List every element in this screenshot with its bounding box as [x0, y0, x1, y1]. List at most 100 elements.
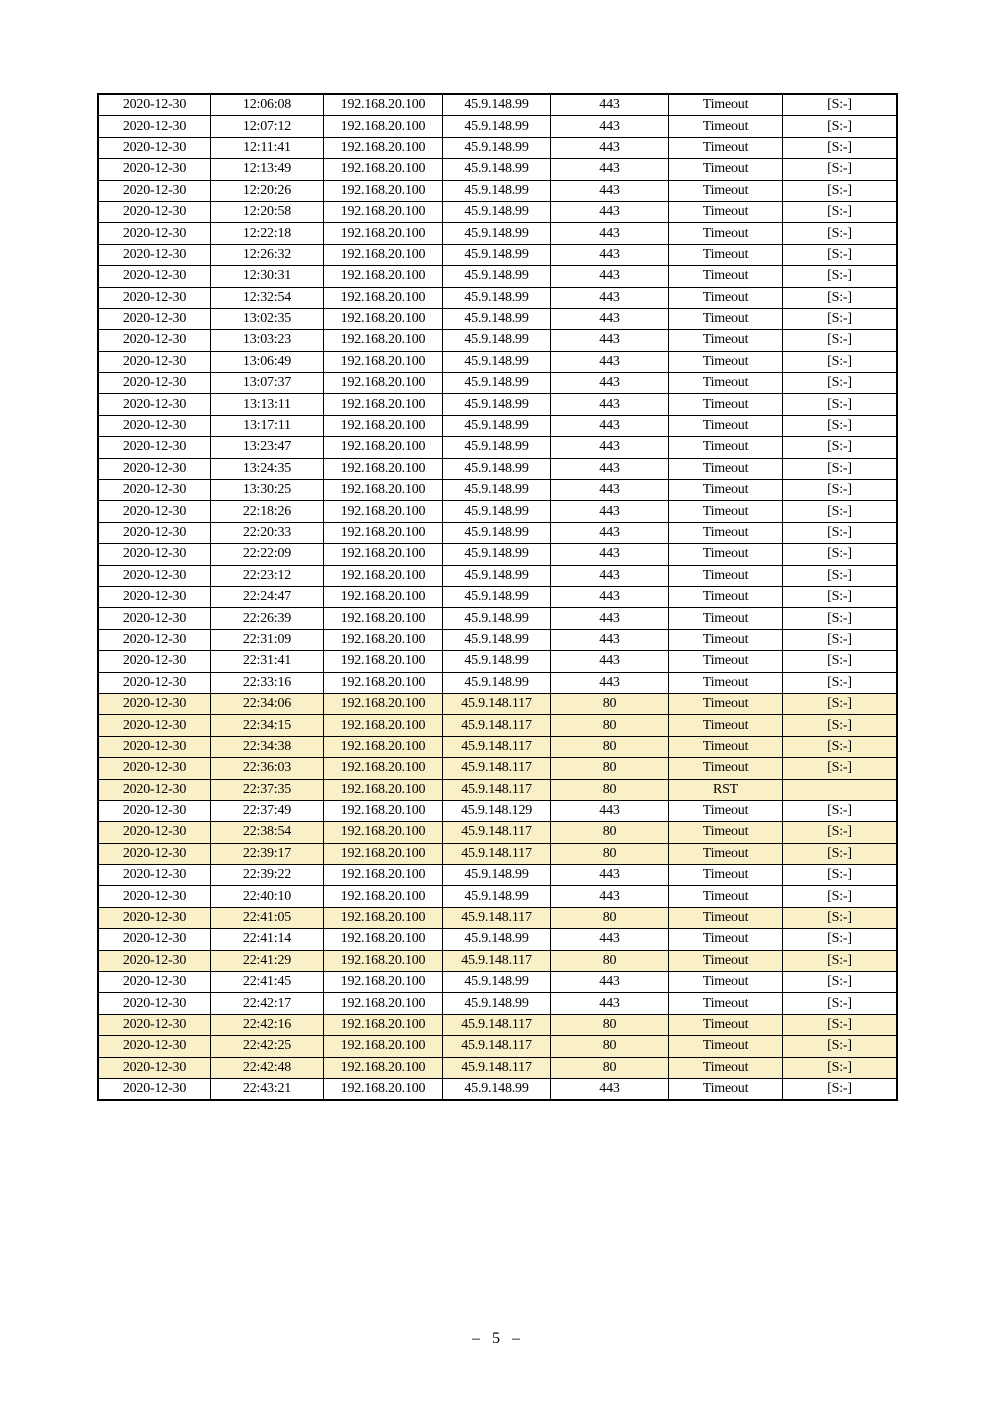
- table-row: 2020-12-30 22:34:38 192.168.20.100 45.9.148…: [97, 735, 898, 759]
- table-row: 2020-12-30 13:02:35 192.168.20.100 45.9.148…: [97, 307, 898, 331]
- cell-dest_port: 443: [550, 1077, 669, 1101]
- cell-time: 22:22:09: [210, 543, 324, 566]
- cell-dest_port: 443: [550, 393, 669, 416]
- cell-date: 2020-12-30: [97, 628, 211, 652]
- cell-dest_ip: 45.9.148.99: [442, 222, 551, 245]
- cell-time: 22:42:25: [210, 1035, 324, 1058]
- cell-date: 2020-12-30: [97, 564, 211, 587]
- cell-status: Timeout: [668, 842, 783, 866]
- cell-source_ip: 192.168.20.100: [323, 992, 443, 1015]
- cell-source_ip: 192.168.20.100: [323, 564, 443, 587]
- cell-source_ip: 192.168.20.100: [323, 692, 443, 716]
- cell-time: 22:39:17: [210, 842, 324, 866]
- cell-source_ip: 192.168.20.100: [323, 928, 443, 951]
- cell-dest_ip: 45.9.148.99: [442, 992, 551, 1015]
- table-row: 2020-12-30 22:41:29 192.168.20.100 45.9.148…: [97, 949, 898, 973]
- cell-time: 12:13:49: [210, 158, 324, 181]
- cell-time: 22:31:09: [210, 628, 324, 652]
- cell-status: Timeout: [668, 971, 783, 994]
- cell-source_ip: 192.168.20.100: [323, 543, 443, 566]
- cell-source_ip: 192.168.20.100: [323, 307, 443, 331]
- cell-dest_port: 443: [550, 971, 669, 994]
- table-row: 2020-12-30 22:18:26 192.168.20.100 45.9.148…: [97, 500, 898, 523]
- cell-status: Timeout: [668, 243, 783, 267]
- cell-dest_port: 80: [550, 821, 669, 844]
- cell-source_ip: 192.168.20.100: [323, 200, 443, 224]
- cell-dest_port: 443: [550, 243, 669, 267]
- cell-time: 12:30:31: [210, 265, 324, 288]
- cell-date: 2020-12-30: [97, 307, 211, 331]
- table-row: 2020-12-30 13:13:11 192.168.20.100 45.9.148…: [97, 393, 898, 416]
- cell-status: Timeout: [668, 179, 783, 202]
- cell-dest_port: 443: [550, 500, 669, 523]
- cell-time: 12:07:12: [210, 115, 324, 138]
- cell-dest_port: 443: [550, 628, 669, 652]
- cell-time: 22:34:38: [210, 735, 324, 759]
- cell-status: Timeout: [668, 992, 783, 1015]
- cell-time: 22:31:41: [210, 650, 324, 673]
- cell-status: RST: [668, 778, 783, 801]
- cell-dest_ip: 45.9.148.117: [442, 735, 551, 759]
- cell-time: 12:26:32: [210, 243, 324, 267]
- cell-source_ip: 192.168.20.100: [323, 286, 443, 309]
- cell-time: 22:26:39: [210, 607, 324, 630]
- cell-dest_ip: 45.9.148.117: [442, 1035, 551, 1058]
- cell-status: Timeout: [668, 479, 783, 502]
- cell-source_ip: 192.168.20.100: [323, 222, 443, 245]
- log-table-body: 2020-12-30 12:06:08 192.168.20.100 45.9.148…: [97, 93, 898, 1101]
- cell-source_ip: 192.168.20.100: [323, 885, 443, 908]
- cell-source_ip: 192.168.20.100: [323, 265, 443, 288]
- cell-flags: [S:-]: [782, 671, 898, 694]
- cell-flags: [S:-]: [782, 799, 898, 823]
- cell-dest_ip: 45.9.148.99: [442, 671, 551, 694]
- cell-source_ip: 192.168.20.100: [323, 436, 443, 459]
- cell-status: Timeout: [668, 1056, 783, 1079]
- cell-time: 12:22:18: [210, 222, 324, 245]
- cell-flags: [S:-]: [782, 179, 898, 202]
- cell-dest_port: 443: [550, 350, 669, 374]
- cell-dest_ip: 45.9.148.99: [442, 928, 551, 951]
- cell-flags: [S:-]: [782, 350, 898, 374]
- cell-dest_port: 443: [550, 585, 669, 609]
- cell-dest_port: 443: [550, 799, 669, 823]
- cell-dest_ip: 45.9.148.99: [442, 650, 551, 673]
- cell-time: 22:42:48: [210, 1056, 324, 1079]
- cell-status: Timeout: [668, 692, 783, 716]
- cell-dest_port: 80: [550, 757, 669, 780]
- cell-dest_port: 443: [550, 650, 669, 673]
- cell-time: 13:23:47: [210, 436, 324, 459]
- table-row: 2020-12-30 22:24:47 192.168.20.100 45.9.148…: [97, 585, 898, 609]
- cell-dest_ip: 45.9.148.99: [442, 585, 551, 609]
- cell-date: 2020-12-30: [97, 821, 211, 844]
- cell-date: 2020-12-30: [97, 243, 211, 267]
- cell-dest_port: 443: [550, 136, 669, 160]
- cell-date: 2020-12-30: [97, 222, 211, 245]
- cell-source_ip: 192.168.20.100: [323, 521, 443, 545]
- cell-source_ip: 192.168.20.100: [323, 350, 443, 374]
- cell-dest_port: 80: [550, 1035, 669, 1058]
- cell-time: 22:39:22: [210, 864, 324, 887]
- cell-dest_port: 80: [550, 778, 669, 801]
- cell-status: Timeout: [668, 265, 783, 288]
- table-row: 2020-12-30 13:30:25 192.168.20.100 45.9.148…: [97, 479, 898, 502]
- page-number: – 5 –: [472, 1330, 520, 1347]
- table-row: 2020-12-30 22:31:41 192.168.20.100 45.9.148…: [97, 650, 898, 673]
- cell-dest_port: 80: [550, 1056, 669, 1079]
- cell-dest_ip: 45.9.148.99: [442, 521, 551, 545]
- cell-time: 13:02:35: [210, 307, 324, 331]
- table-row: 2020-12-30 22:20:33 192.168.20.100 45.9.148…: [97, 521, 898, 545]
- cell-date: 2020-12-30: [97, 479, 211, 502]
- cell-status: Timeout: [668, 585, 783, 609]
- cell-status: Timeout: [668, 564, 783, 587]
- cell-time: 12:20:26: [210, 179, 324, 202]
- table-row: 2020-12-30 22:41:45 192.168.20.100 45.9.148…: [97, 971, 898, 994]
- cell-source_ip: 192.168.20.100: [323, 1035, 443, 1058]
- cell-dest_port: 443: [550, 329, 669, 352]
- cell-flags: [S:-]: [782, 650, 898, 673]
- cell-dest_port: 443: [550, 543, 669, 566]
- cell-dest_port: 443: [550, 885, 669, 908]
- cell-flags: [S:-]: [782, 1035, 898, 1058]
- cell-dest_ip: 45.9.148.99: [442, 265, 551, 288]
- cell-dest_port: 443: [550, 265, 669, 288]
- table-row: 2020-12-30 22:40:10 192.168.20.100 45.9.148…: [97, 885, 898, 908]
